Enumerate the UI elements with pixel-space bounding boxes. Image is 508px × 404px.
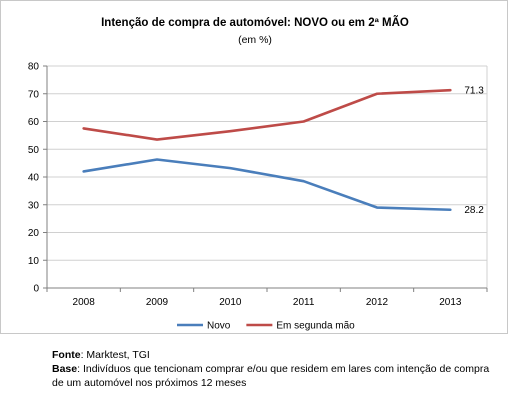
x-tick-label-2012: 2012 <box>366 297 389 308</box>
chart-title: Intenção de compra de automóvel: NOVO ou… <box>101 16 409 29</box>
base-label: Base <box>52 363 78 375</box>
x-tick-label-2010: 2010 <box>219 297 242 308</box>
chart-footer: Fonte: Marktest, TGI Base: Indivíduos qu… <box>52 348 502 390</box>
y-tick-label-10: 10 <box>28 256 40 267</box>
y-tick-label-0: 0 <box>33 284 39 295</box>
y-tick-label-50: 50 <box>28 145 40 156</box>
x-tick-label-2013: 2013 <box>439 297 462 308</box>
legend: Novo Em segunda mão <box>177 321 355 332</box>
end-label-series-1: 71.3 <box>464 86 484 97</box>
legend-label-1: Em segunda mão <box>276 321 355 332</box>
gridlines <box>47 65 488 289</box>
source-text: : Marktest, TGI <box>80 349 150 361</box>
y-tick-label-40: 40 <box>28 173 40 184</box>
y-tick-label-30: 30 <box>28 200 40 211</box>
chart-subtitle: (em %) <box>238 34 272 46</box>
base-text: : Indivíduos que tencionam comprar e/ou … <box>52 363 490 389</box>
y-tick-label-70: 70 <box>28 89 40 100</box>
base-line: Base: Indivíduos que tencionam comprar e… <box>52 362 502 390</box>
line-chart: Intenção de compra de automóvel: NOVO ou… <box>28 16 488 332</box>
series-line-1 <box>82 88 452 141</box>
axes: 0 10 20 30 40 50 60 70 80 2008 2009 2010 2011 2012 201… <box>28 62 488 308</box>
source-line: Fonte: Marktest, TGI <box>52 348 502 362</box>
y-tick-label-60: 60 <box>28 117 40 128</box>
chart-frame: Intenção de compra de automóvel: NOVO ou… <box>0 0 508 334</box>
x-tick-label-2011: 2011 <box>293 297 315 308</box>
y-tick-label-20: 20 <box>28 228 40 239</box>
y-tick-label-80: 80 <box>28 62 40 73</box>
series-lines: 28.2 71.3 <box>82 86 484 216</box>
legend-label-0: Novo <box>207 321 231 332</box>
x-tick-label-2008: 2008 <box>73 297 96 308</box>
series-line-0 <box>82 158 452 212</box>
end-label-series-0: 28.2 <box>464 205 484 216</box>
x-tick-label-2009: 2009 <box>146 297 169 308</box>
source-label: Fonte <box>52 349 81 361</box>
